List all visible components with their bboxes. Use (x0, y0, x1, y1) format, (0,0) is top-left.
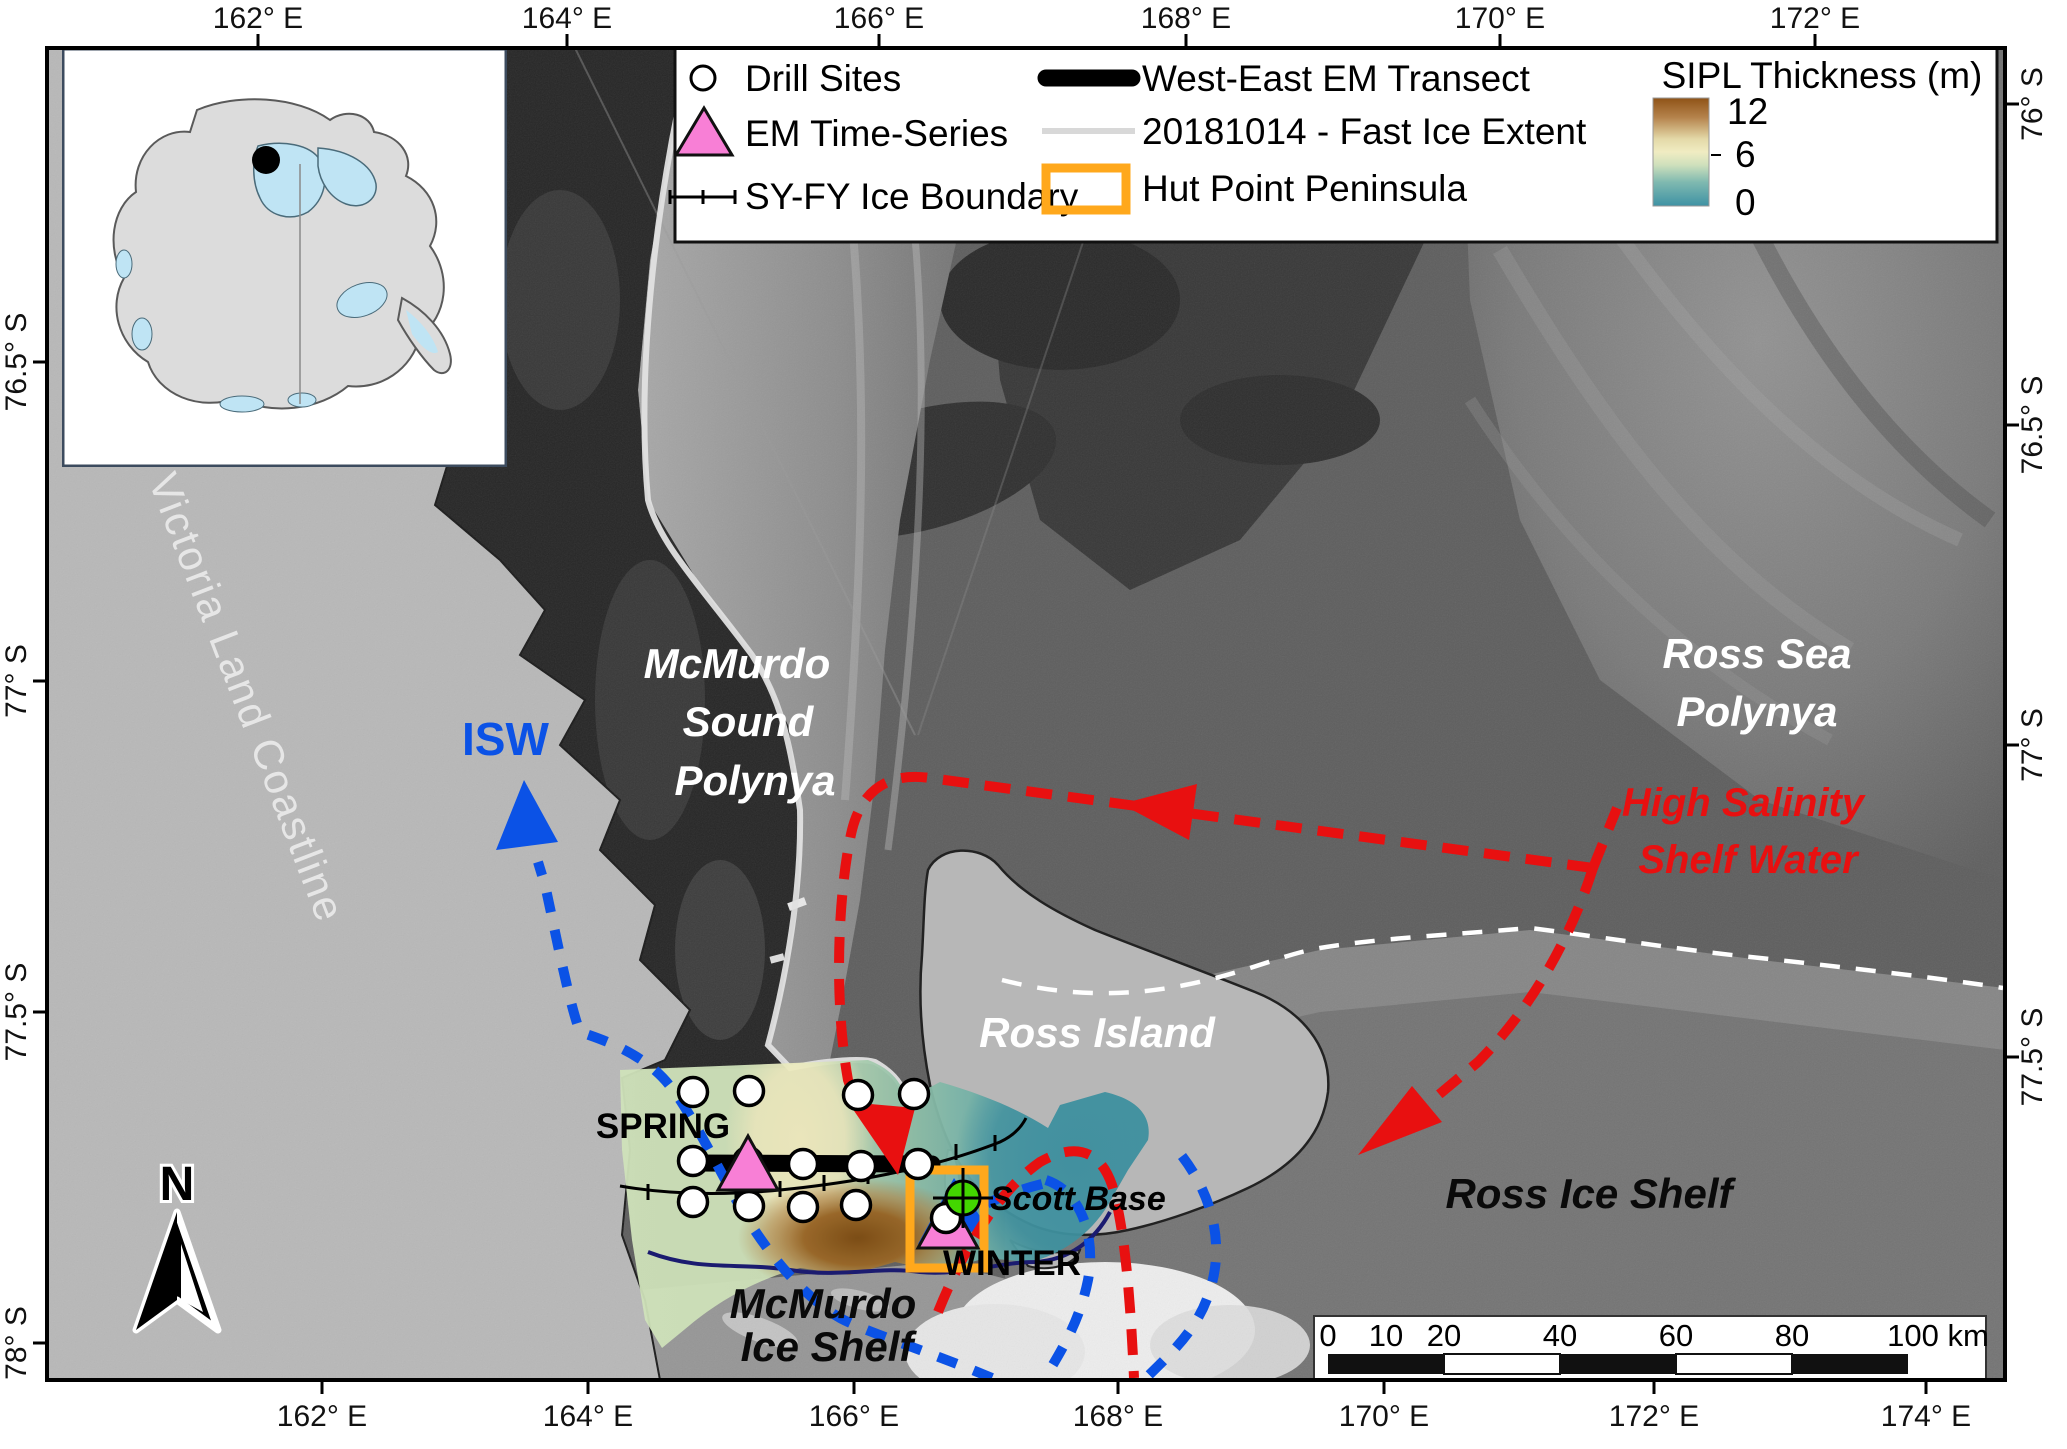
em-time-series-spring-marker (715, 1132, 781, 1192)
ross-sea-polynya-label: Ross Sea Polynya (1662, 630, 1851, 735)
bottom-axis-labels: 162° E 164° E 166° E 168° E 170° E 172° … (277, 1400, 1971, 1433)
colorbar-tick-min: 0 (1735, 182, 1756, 223)
svg-text:168° E: 168° E (1141, 2, 1231, 35)
hssw-arrowhead-west (1121, 784, 1197, 840)
north-label: N (160, 1158, 195, 1211)
scott-base-label: Scott Base (990, 1180, 1166, 1218)
colorbar-title: SIPL Thickness (m) (1662, 55, 1983, 96)
scale-bar-unit: 100 km (1887, 1318, 1989, 1353)
drill-sites-legend-label: Drill Sites (745, 58, 901, 99)
ross-island-label: Ross Island (979, 1009, 1216, 1056)
svg-text:77° S: 77° S (0, 644, 33, 718)
svg-text:McMurdo: McMurdo (644, 640, 831, 687)
fast-ice-legend-label: 20181014 - Fast Ice Extent (1142, 111, 1587, 152)
scott-base-marker (933, 1168, 993, 1228)
svg-text:172° E: 172° E (1609, 1400, 1699, 1433)
hut-point-peninsula-box (905, 1165, 989, 1273)
svg-text:174° E: 174° E (1881, 1400, 1971, 1433)
svg-text:60: 60 (1659, 1318, 1693, 1353)
svg-text:McMurdo: McMurdo (730, 1280, 917, 1327)
svg-text:0: 0 (1319, 1318, 1336, 1353)
map-border (45, 46, 2007, 1382)
sy-fy-legend-label: SY-FY Ice Boundary (745, 176, 1079, 217)
svg-text:10: 10 (1369, 1318, 1403, 1353)
study-area-dot (252, 146, 280, 174)
top-axis-labels: 162° E 164° E 166° E 168° E 170° E 172° … (213, 2, 1860, 35)
antarctica-inset-map (62, 48, 507, 467)
winter-label: WINTER (943, 1244, 1081, 1283)
svg-text:76.5° S: 76.5° S (2016, 376, 2049, 475)
colorbar-tick-mid: 6 (1735, 134, 1756, 175)
svg-text:Ross Sea: Ross Sea (1662, 630, 1851, 677)
left-axis-labels: 76.5° S 77° S 77.5° S 78° S (0, 313, 33, 1380)
svg-text:76.5° S: 76.5° S (0, 313, 33, 412)
em-time-series-legend-label: EM Time-Series (745, 113, 1008, 154)
legend: Drill Sites EM Time-Series SY-FY Ice Bou… (668, 46, 1999, 244)
em-time-series-icon (673, 105, 735, 157)
svg-text:76° S: 76° S (2016, 67, 2049, 141)
scale-bar: 0 10 20 40 60 80 100 km (1313, 1315, 1989, 1380)
hut-point-legend-label: Hut Point Peninsula (1142, 168, 1467, 209)
sy-fy-boundary-icon (668, 190, 737, 204)
hssw-arrowhead-southeast (1358, 1086, 1442, 1155)
svg-text:162° E: 162° E (277, 1400, 367, 1433)
em-transect-legend-label: West-East EM Transect (1142, 58, 1531, 99)
isw-flow-paths (533, 860, 1222, 1380)
svg-text:77.5° S: 77.5° S (0, 963, 33, 1062)
svg-text:170° E: 170° E (1455, 2, 1545, 35)
svg-text:Polynya: Polynya (674, 757, 835, 804)
drill-sites-icon (689, 64, 717, 92)
svg-text:Sound: Sound (683, 698, 815, 745)
mcmurdo-ice-shelf-label: McMurdo Ice Shelf (730, 1280, 918, 1370)
svg-text:78° S: 78° S (0, 1306, 33, 1380)
svg-text:172° E: 172° E (1770, 2, 1860, 35)
hssw-arrowhead-down (848, 1102, 915, 1175)
svg-text:Ice Shelf: Ice Shelf (741, 1323, 918, 1370)
svg-text:164° E: 164° E (543, 1400, 633, 1433)
ross-ice-shelf-label: Ross Ice Shelf (1445, 1170, 1736, 1217)
svg-text:High Salinity: High Salinity (1622, 781, 1866, 825)
right-axis-labels: 76° S 76.5° S 77° S 77.5° S (2016, 67, 2049, 1106)
colorbar-tick-max: 12 (1727, 91, 1768, 132)
svg-text:20: 20 (1427, 1318, 1461, 1353)
svg-text:168° E: 168° E (1073, 1400, 1163, 1433)
svg-text:162° E: 162° E (213, 2, 303, 35)
svg-text:Polynya: Polynya (1676, 688, 1837, 735)
svg-text:40: 40 (1543, 1318, 1577, 1353)
svg-text:170° E: 170° E (1339, 1400, 1429, 1433)
north-arrow: N (132, 1155, 222, 1334)
fast-ice-extent-line (641, 48, 909, 1109)
svg-text:77° S: 77° S (2016, 708, 2049, 782)
svg-text:166° E: 166° E (809, 1400, 899, 1433)
isw-label: ISW (462, 713, 549, 765)
svg-text:77.5° S: 77.5° S (2016, 1008, 2049, 1107)
high-salinity-shelf-water-label: High Salinity Shelf Water (1622, 781, 1866, 882)
svg-text:166° E: 166° E (834, 2, 924, 35)
svg-text:Shelf Water: Shelf Water (1638, 838, 1860, 882)
mcmurdo-sound-polynya-label: McMurdo Sound Polynya (644, 640, 836, 804)
hut-point-icon (1041, 163, 1131, 215)
svg-text:164° E: 164° E (522, 2, 612, 35)
isw-arrowhead-north (496, 780, 558, 850)
svg-text:80: 80 (1775, 1318, 1809, 1353)
axis-ticks (33, 34, 2019, 1394)
spring-label: SPRING (596, 1107, 730, 1146)
sipl-colorbar (1652, 97, 1710, 207)
